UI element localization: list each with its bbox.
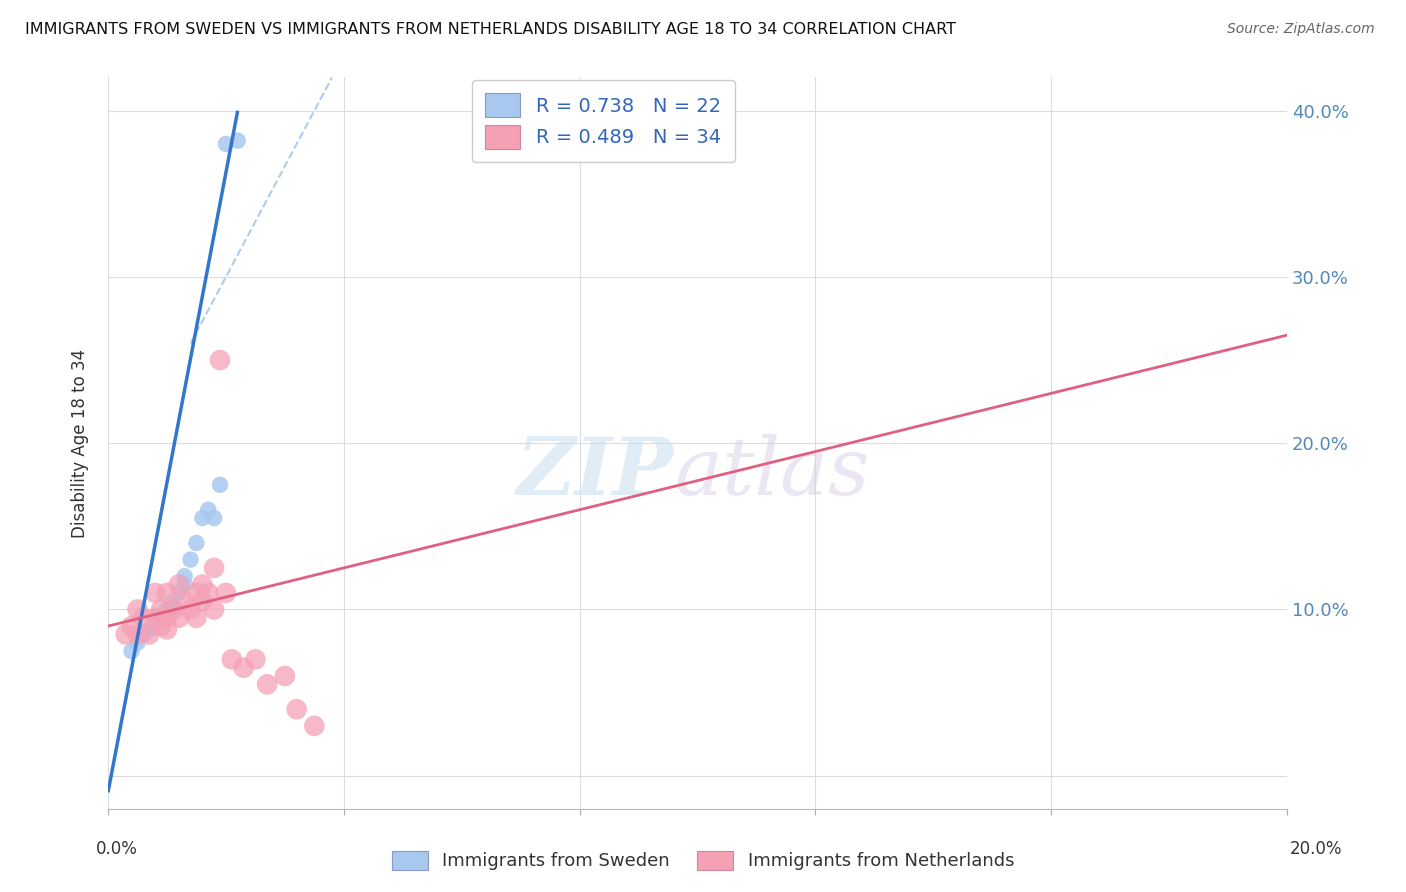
Point — [156, 586, 179, 600]
Point — [202, 511, 225, 525]
Point — [191, 594, 214, 608]
Point — [173, 569, 195, 583]
Point — [208, 477, 231, 491]
Point — [215, 136, 238, 151]
Text: Source: ZipAtlas.com: Source: ZipAtlas.com — [1227, 22, 1375, 37]
Point — [167, 577, 190, 591]
Point — [285, 702, 308, 716]
Point — [127, 627, 149, 641]
Point — [150, 602, 173, 616]
Point — [215, 586, 238, 600]
Point — [167, 611, 190, 625]
Point — [191, 577, 214, 591]
Point — [245, 652, 267, 666]
Point — [274, 669, 297, 683]
Point — [221, 652, 243, 666]
Point — [173, 577, 195, 591]
Point — [156, 611, 179, 625]
Y-axis label: Disability Age 18 to 34: Disability Age 18 to 34 — [72, 349, 89, 538]
Point — [191, 511, 214, 525]
Point — [180, 552, 202, 566]
Point — [186, 536, 208, 550]
Point — [202, 561, 225, 575]
Point — [143, 611, 166, 625]
Point — [197, 502, 219, 516]
Point — [162, 602, 184, 616]
Point — [150, 619, 173, 633]
Point — [226, 134, 249, 148]
Text: ZIP: ZIP — [517, 434, 673, 511]
Point — [143, 611, 166, 625]
Point — [186, 586, 208, 600]
Point — [208, 353, 231, 368]
Text: 20.0%: 20.0% — [1291, 840, 1343, 858]
Point — [127, 636, 149, 650]
Point — [162, 594, 184, 608]
Point — [138, 623, 160, 637]
Point — [173, 594, 195, 608]
Point — [304, 719, 326, 733]
Point — [256, 677, 278, 691]
Point — [156, 602, 179, 616]
Point — [143, 586, 166, 600]
Point — [197, 586, 219, 600]
Point — [121, 644, 143, 658]
Point — [127, 602, 149, 616]
Point — [114, 627, 136, 641]
Point — [143, 619, 166, 633]
Point — [180, 602, 202, 616]
Point — [232, 661, 254, 675]
Text: 0.0%: 0.0% — [96, 840, 138, 858]
Point — [186, 611, 208, 625]
Point — [138, 627, 160, 641]
Legend: Immigrants from Sweden, Immigrants from Netherlands: Immigrants from Sweden, Immigrants from … — [387, 846, 1019, 876]
Point — [132, 611, 155, 625]
Point — [162, 602, 184, 616]
Text: atlas: atlas — [673, 434, 869, 511]
Point — [167, 586, 190, 600]
Point — [121, 619, 143, 633]
Point — [156, 611, 179, 625]
Legend: R = 0.738   N = 22, R = 0.489   N = 34: R = 0.738 N = 22, R = 0.489 N = 34 — [472, 80, 735, 162]
Text: IMMIGRANTS FROM SWEDEN VS IMMIGRANTS FROM NETHERLANDS DISABILITY AGE 18 TO 34 CO: IMMIGRANTS FROM SWEDEN VS IMMIGRANTS FRO… — [25, 22, 956, 37]
Point — [150, 611, 173, 625]
Point — [202, 602, 225, 616]
Point — [132, 627, 155, 641]
Point — [156, 623, 179, 637]
